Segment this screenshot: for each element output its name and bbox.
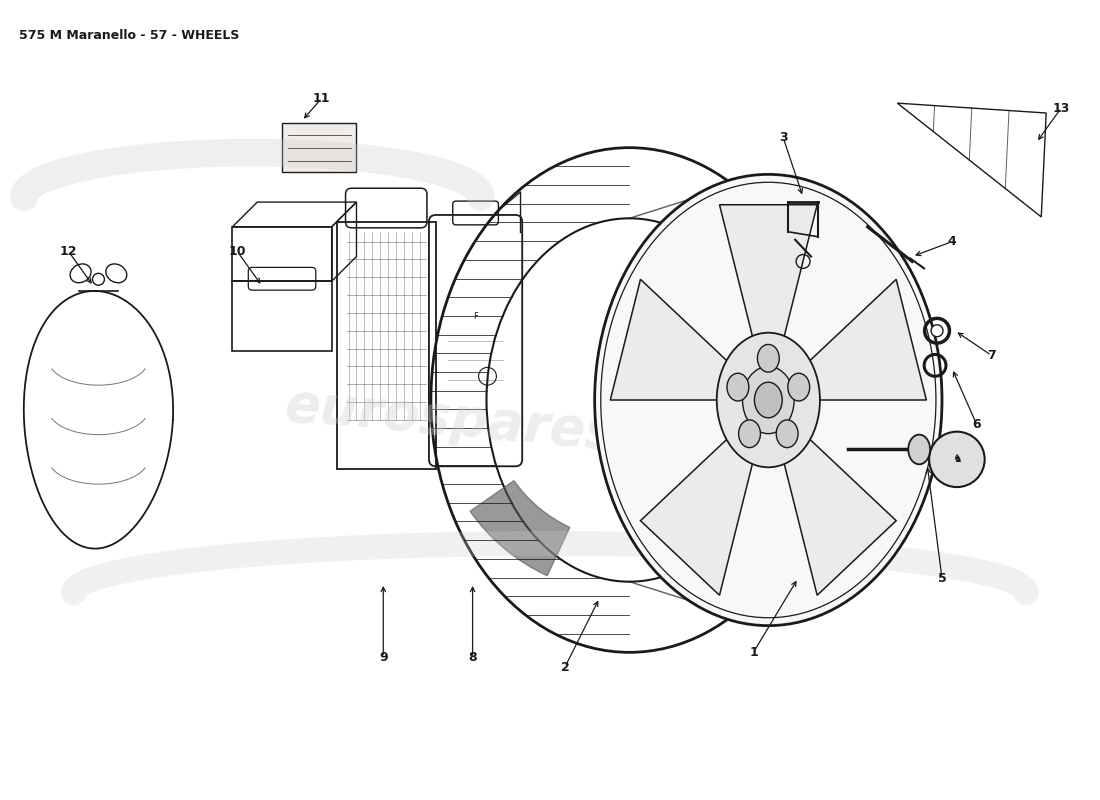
Text: F: F — [473, 312, 478, 322]
Polygon shape — [810, 279, 926, 400]
Circle shape — [930, 432, 984, 487]
Text: 5: 5 — [937, 572, 946, 585]
Text: 12: 12 — [59, 245, 77, 258]
Text: 3: 3 — [779, 131, 788, 144]
Text: 13: 13 — [1053, 102, 1070, 114]
Polygon shape — [640, 439, 752, 595]
Ellipse shape — [788, 374, 810, 401]
Polygon shape — [784, 439, 896, 595]
Text: 1: 1 — [749, 646, 758, 659]
FancyBboxPatch shape — [282, 123, 356, 172]
Ellipse shape — [595, 174, 942, 626]
Polygon shape — [610, 279, 727, 400]
Ellipse shape — [742, 366, 794, 434]
Text: eurospares: eurospares — [283, 379, 619, 460]
Ellipse shape — [738, 420, 760, 448]
Text: 2: 2 — [561, 661, 570, 674]
Text: 10: 10 — [229, 245, 246, 258]
Ellipse shape — [758, 345, 779, 372]
Ellipse shape — [727, 374, 749, 401]
Wedge shape — [470, 481, 570, 576]
Polygon shape — [719, 205, 817, 336]
Ellipse shape — [755, 382, 782, 418]
Text: 7: 7 — [988, 349, 996, 362]
Ellipse shape — [931, 325, 943, 337]
Ellipse shape — [717, 333, 820, 467]
Text: 9: 9 — [379, 650, 387, 664]
Text: ♞: ♞ — [952, 454, 961, 464]
Text: 4: 4 — [947, 235, 956, 248]
Ellipse shape — [777, 420, 799, 448]
Text: 8: 8 — [469, 650, 477, 664]
Text: 11: 11 — [314, 92, 330, 105]
Ellipse shape — [909, 434, 931, 464]
Text: 6: 6 — [972, 418, 981, 431]
Text: 575 M Maranello - 57 - WHEELS: 575 M Maranello - 57 - WHEELS — [19, 29, 240, 42]
